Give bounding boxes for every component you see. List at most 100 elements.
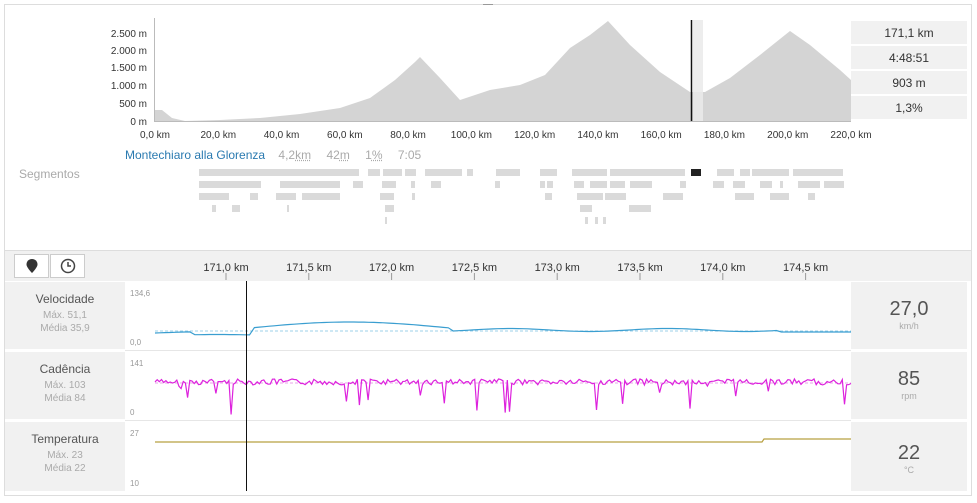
segment-bar[interactable]: [412, 193, 415, 200]
segment-bar[interactable]: [431, 181, 441, 188]
segment-bar[interactable]: [663, 193, 683, 200]
speed-value-panel: 27,0 km/h: [851, 282, 967, 349]
segment-bar[interactable]: [545, 193, 552, 200]
segment-bar[interactable]: [770, 193, 789, 200]
segment-bar[interactable]: [280, 181, 340, 188]
clock-icon: [60, 258, 75, 274]
segment-bar[interactable]: [713, 181, 724, 188]
segment-bar[interactable]: [590, 181, 607, 188]
segment-bar[interactable]: [383, 169, 402, 176]
segment-bar[interactable]: [276, 193, 296, 200]
segment-bar[interactable]: [780, 181, 783, 188]
segment-bar[interactable]: [385, 205, 394, 212]
segment-bar[interactable]: [540, 181, 545, 188]
elevation-x-tick: 20,0 km: [200, 130, 236, 141]
segment-bar[interactable]: [495, 181, 500, 188]
elevation-chart[interactable]: 2.500 m 2.000 m 1.500 m 1.000 m 500 m 0 m 0,0…: [0, 0, 977, 145]
segment-bar[interactable]: [680, 181, 686, 188]
segment-distance: 4,2: [278, 148, 296, 162]
zoom-axis-tick: 174,5 km: [783, 262, 828, 274]
segment-bar[interactable]: [302, 193, 340, 200]
speed-axis-max: 134,6: [130, 289, 151, 298]
elevation-x-tick: 200,0 km: [767, 130, 808, 141]
segment-bar[interactable]: [735, 193, 754, 200]
segment-bar[interactable]: [630, 181, 652, 188]
segment-bar[interactable]: [212, 205, 216, 212]
segment-bar[interactable]: [629, 205, 651, 212]
speed-avg: Média 35,9: [40, 323, 90, 334]
segment-bar[interactable]: [793, 169, 843, 176]
segment-bar[interactable]: [595, 217, 598, 224]
segment-bar[interactable]: [691, 169, 701, 176]
segment-bar[interactable]: [250, 193, 258, 200]
segment-bar[interactable]: [199, 181, 261, 188]
segment-bar[interactable]: [405, 169, 416, 176]
cadence-value: 85: [897, 368, 921, 390]
segment-bar[interactable]: [572, 169, 607, 176]
zoom-axis-tick: 173,5 km: [617, 262, 662, 274]
segment-bar[interactable]: [740, 169, 750, 176]
speed-unit: km/h: [899, 321, 919, 331]
segment-bar[interactable]: [380, 193, 394, 200]
segment-bar[interactable]: [752, 169, 789, 176]
speed-title: Velocidade: [35, 292, 95, 306]
segment-grade-unit: %: [371, 148, 383, 162]
segment-bar[interactable]: [540, 169, 557, 176]
segment-bar[interactable]: [368, 169, 380, 176]
zoom-axis-tick: 171,5 km: [286, 262, 331, 274]
cadence-max: Máx. 103: [44, 380, 86, 391]
segment-bar[interactable]: [232, 205, 240, 212]
elevation-y-tick: 2.000 m: [111, 46, 147, 57]
segment-bar[interactable]: [580, 205, 592, 212]
segment-elevation-unit: m: [339, 148, 350, 162]
segment-distance-unit: km: [295, 148, 312, 162]
segment-bar[interactable]: [717, 169, 734, 176]
temperature-value: 22: [897, 442, 921, 464]
segment-bar[interactable]: [547, 181, 553, 188]
elevation-y-tick: 1.000 m: [111, 81, 147, 92]
segment-bar[interactable]: [199, 169, 359, 176]
clock-button[interactable]: [50, 254, 85, 278]
segment-bar[interactable]: [574, 181, 584, 188]
segments-track[interactable]: [0, 160, 977, 235]
segment-bar[interactable]: [610, 169, 685, 176]
segment-bar[interactable]: [496, 169, 520, 176]
elevation-x-tick: 180,0 km: [704, 130, 745, 141]
segment-bar[interactable]: [824, 181, 844, 188]
segment-bar[interactable]: [382, 181, 396, 188]
segment-bar[interactable]: [585, 217, 588, 224]
segment-bar[interactable]: [798, 181, 820, 188]
segment-bar[interactable]: [577, 193, 603, 200]
temperature-value-panel: 22 °C: [851, 422, 967, 491]
elevation-y-tick: 0 m: [130, 117, 147, 128]
segment-bar[interactable]: [199, 193, 229, 200]
map-pin-button[interactable]: [14, 254, 49, 278]
temperature-axis-max: 27: [130, 429, 139, 438]
segment-bar[interactable]: [353, 181, 363, 188]
temperature-title: Temperatura: [31, 432, 99, 446]
stat-elevation: 903 m: [851, 71, 967, 95]
elevation-x-tick: 80,0 km: [390, 130, 426, 141]
speed-max: Máx. 51,1: [43, 310, 87, 321]
cadence-axis-max: 141: [130, 359, 144, 368]
speed-series-line: [154, 321, 851, 336]
metrics-chart[interactable]: 134,6 0,0 141 0 27 10: [0, 281, 977, 496]
stat-distance: 171,1 km: [851, 21, 967, 45]
segments-label: Segmentos: [19, 167, 80, 181]
segment-name-link[interactable]: Montechiaro alla Glorenza: [125, 148, 266, 162]
segment-bar[interactable]: [733, 181, 745, 188]
elevation-segment-highlight: [693, 20, 703, 121]
segment-bar[interactable]: [760, 181, 772, 188]
segment-bar[interactable]: [610, 181, 625, 188]
segment-bar[interactable]: [605, 193, 626, 200]
segment-bar[interactable]: [425, 169, 462, 176]
segment-bar[interactable]: [385, 217, 387, 224]
speed-label-panel: Velocidade Máx. 51,1 Média 35,9: [5, 282, 125, 349]
segment-bar[interactable]: [287, 205, 289, 212]
elevation-y-tick: 2.500 m: [111, 29, 147, 40]
segment-bar[interactable]: [467, 169, 473, 176]
resize-grip-icon[interactable]: [483, 0, 493, 5]
segment-bar[interactable]: [603, 217, 606, 224]
segment-bar[interactable]: [808, 193, 815, 200]
segment-bar[interactable]: [411, 181, 415, 188]
